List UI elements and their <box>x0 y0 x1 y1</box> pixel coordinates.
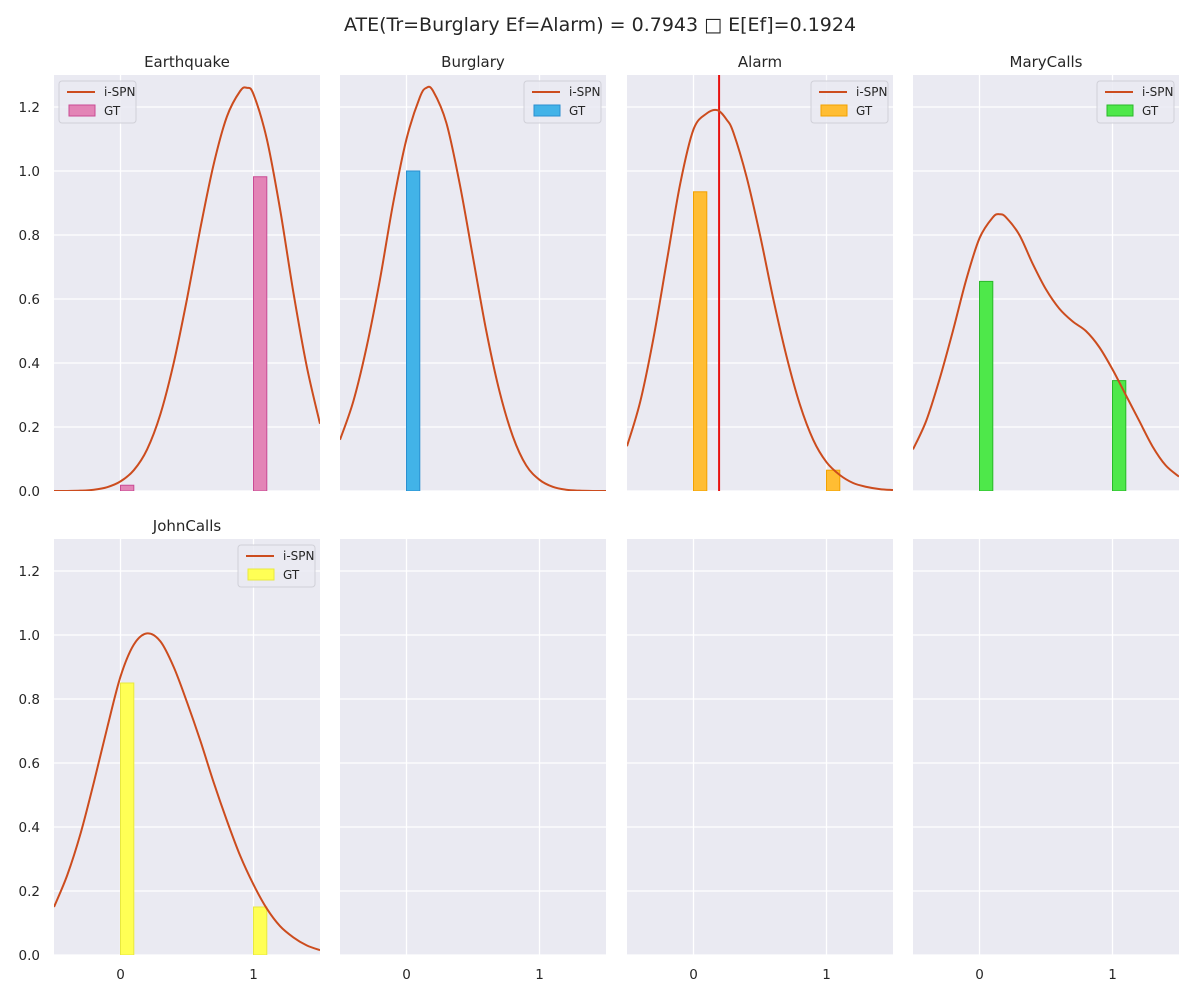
legend-ispn-label: i-SPN <box>856 85 888 99</box>
y-tick-label: 0.0 <box>19 484 40 500</box>
y-tick-label: 0.6 <box>19 756 40 772</box>
plot-area <box>340 85 606 491</box>
y-tick-label: 0.2 <box>19 884 40 900</box>
ispn-curve <box>54 86 320 491</box>
ispn-curve <box>340 85 606 491</box>
gt-bar <box>253 176 268 491</box>
plot-background <box>54 75 320 491</box>
x-tick-label: 1 <box>535 967 544 983</box>
legend-gt-label: GT <box>856 104 873 118</box>
legend: i-SPN GT <box>810 80 889 124</box>
gt-bar <box>120 682 135 955</box>
plot-area <box>627 75 893 491</box>
gt-bar <box>693 191 708 491</box>
plot-background <box>913 539 1179 955</box>
ispn-curve <box>913 213 1179 478</box>
legend-gt-swatch <box>533 104 561 117</box>
subplot-title: MaryCalls <box>1010 53 1083 71</box>
y-tick-label: 1.2 <box>19 100 40 116</box>
legend-ispn-label: i-SPN <box>569 85 601 99</box>
plot-background <box>54 539 320 955</box>
gt-bar <box>253 906 268 955</box>
y-tick-label: 1.2 <box>19 564 40 580</box>
subplot-title: JohnCalls <box>152 517 222 535</box>
gt-bar <box>406 170 421 491</box>
x-tick-label: 1 <box>822 967 831 983</box>
x-tick-label: 0 <box>689 967 698 983</box>
plot-area <box>54 86 320 491</box>
plot-background <box>627 75 893 491</box>
y-tick-label: 1.0 <box>19 628 40 644</box>
subplot-title: Alarm <box>738 53 782 71</box>
figure-title: ATE(Tr=Burglary Ef=Alarm) = 0.7943 □ E[E… <box>343 14 857 36</box>
plot-background <box>340 75 606 491</box>
x-tick-label: 1 <box>1108 967 1117 983</box>
y-tick-label: 0.8 <box>19 692 40 708</box>
gt-bar <box>1112 380 1127 491</box>
plot-background <box>913 75 1179 491</box>
subplot-title: Burglary <box>441 53 505 71</box>
plot-background <box>627 539 893 955</box>
subplot-earthquake: Earthquake 0.0 0.2 0.4 0.6 0.8 1.0 1.2 i-SPN GT <box>19 53 320 500</box>
legend-ispn-label: i-SPN <box>104 85 136 99</box>
subplot-marycalls: MaryCalls i-SPN GT <box>913 53 1179 492</box>
legend-gt-label: GT <box>569 104 586 118</box>
y-tick-label: 0.8 <box>19 228 40 244</box>
legend-gt-swatch <box>68 104 96 117</box>
y-tick-label: 0.4 <box>19 820 40 836</box>
legend: i-SPN GT <box>58 80 137 124</box>
x-tick-label: 0 <box>402 967 411 983</box>
ispn-curve <box>54 632 320 952</box>
x-tick-label: 0 <box>975 967 984 983</box>
legend-ispn-label: i-SPN <box>283 549 315 563</box>
legend-gt-swatch <box>247 568 275 581</box>
legend-gt-swatch <box>1106 104 1134 117</box>
legend-ispn-label: i-SPN <box>1142 85 1174 99</box>
subplot-johncalls: JohnCalls 0.0 0.2 0.4 0.6 0.8 1.0 1.2 0 1 i-SPN GT <box>19 517 320 983</box>
y-tick-label: 0.4 <box>19 356 40 372</box>
y-tick-label: 1.0 <box>19 164 40 180</box>
y-tick-label: 0.6 <box>19 292 40 308</box>
legend: i-SPN GT <box>237 544 316 588</box>
plot-background <box>340 539 606 955</box>
ispn-curve <box>627 108 893 491</box>
legend: i-SPN GT <box>1096 80 1175 124</box>
gt-bar <box>120 484 135 491</box>
legend-gt-label: GT <box>1142 104 1159 118</box>
y-tick-label: 0.2 <box>19 420 40 436</box>
subplot-title: Earthquake <box>144 53 230 71</box>
x-tick-label: 0 <box>116 967 125 983</box>
plot-area <box>913 213 1179 491</box>
gt-bar <box>979 280 994 491</box>
legend-gt-label: GT <box>104 104 121 118</box>
legend: i-SPN GT <box>523 80 602 124</box>
plot-area <box>54 632 320 955</box>
x-tick-label: 1 <box>249 967 258 983</box>
subplot-burglary: Burglary i-SPN GT <box>340 53 606 492</box>
y-tick-label: 0.0 <box>19 948 40 964</box>
legend-gt-swatch <box>820 104 848 117</box>
legend-gt-label: GT <box>283 568 300 582</box>
subplot-alarm: Alarm i-SPN GT <box>627 53 893 492</box>
